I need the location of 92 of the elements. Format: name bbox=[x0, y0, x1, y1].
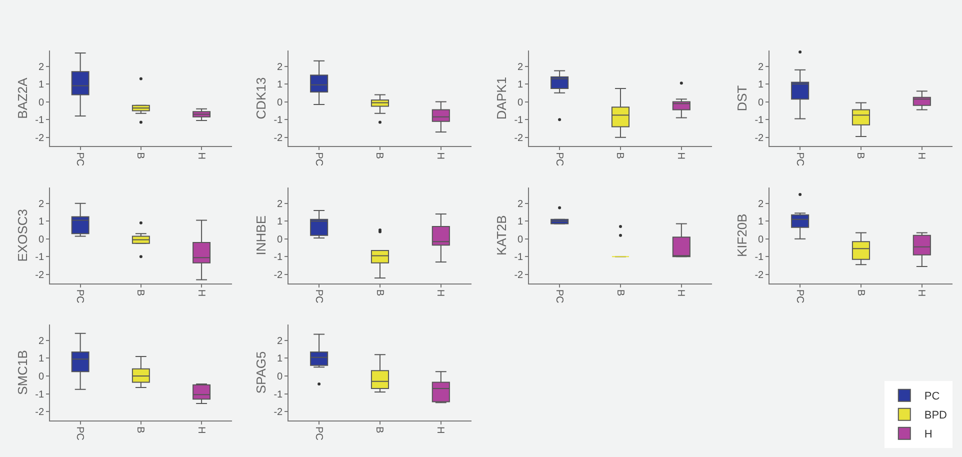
y-tick-label: 0 bbox=[277, 97, 284, 108]
x-tick-label: H bbox=[195, 289, 206, 297]
x-tick-label: B bbox=[854, 289, 866, 296]
y-tick-label: 2 bbox=[277, 198, 284, 210]
x-tick-label: PC bbox=[553, 289, 564, 304]
y-tick-label: 2 bbox=[758, 198, 764, 210]
y-tick-label: 0 bbox=[758, 234, 764, 246]
x-tick-label: H bbox=[916, 289, 927, 297]
y-tick-label: -1 bbox=[274, 252, 284, 264]
y-tick-label: 2 bbox=[38, 198, 44, 210]
y-tick-label: 1 bbox=[38, 216, 44, 228]
y-tick-label: 0 bbox=[518, 97, 524, 108]
y-axis-title: DAPK1 bbox=[494, 76, 510, 120]
x-tick-label: B bbox=[134, 289, 146, 296]
x-tick-label: PC bbox=[553, 152, 564, 166]
y-tick-label: 2 bbox=[38, 336, 44, 347]
y-tick-label: -1 bbox=[35, 389, 44, 400]
y-tick-label: -2 bbox=[754, 132, 764, 144]
y-tick-label: 2 bbox=[38, 62, 44, 73]
x-tick-label: B bbox=[374, 426, 385, 434]
y-axis-title: SMC1B bbox=[15, 350, 30, 395]
x-tick-label: B bbox=[854, 152, 866, 160]
y-tick-label: -2 bbox=[754, 270, 764, 281]
y-axis-title: SPAG5 bbox=[254, 351, 269, 394]
y-tick-label: -2 bbox=[274, 132, 284, 144]
x-tick-label: B bbox=[374, 289, 385, 296]
y-tick-label: -1 bbox=[514, 115, 524, 126]
y-tick-label: -1 bbox=[35, 115, 44, 126]
x-tick-label: H bbox=[675, 289, 686, 297]
x-tick-label: PC bbox=[312, 152, 324, 166]
y-tick-label: -2 bbox=[274, 270, 284, 281]
y-axis-title: KIF20B bbox=[734, 214, 750, 258]
y-tick-label: -1 bbox=[754, 115, 764, 126]
y-tick-label: 2 bbox=[758, 62, 764, 73]
x-tick-label: H bbox=[434, 152, 446, 160]
y-tick-label: 2 bbox=[518, 62, 524, 73]
y-tick-label: -2 bbox=[35, 407, 44, 418]
x-tick-label: B bbox=[614, 152, 626, 160]
y-tick-label: 0 bbox=[277, 372, 284, 383]
x-tick-label: H bbox=[195, 426, 206, 434]
y-tick-label: 1 bbox=[518, 80, 524, 91]
y-axis-title: KAT2B bbox=[494, 215, 510, 256]
x-tick-label: PC bbox=[74, 152, 86, 166]
y-tick-label: 2 bbox=[277, 336, 284, 347]
x-tick-label: PC bbox=[794, 152, 805, 166]
y-tick-label: 1 bbox=[277, 80, 284, 91]
y-tick-label: 1 bbox=[38, 80, 44, 91]
y-axis-title: INHBE bbox=[254, 215, 269, 256]
y-tick-label: 0 bbox=[758, 97, 764, 108]
y-tick-label: -1 bbox=[274, 389, 284, 400]
y-axis-title: BAZ2A bbox=[15, 77, 30, 119]
x-tick-label: H bbox=[434, 289, 446, 297]
y-tick-label: 1 bbox=[38, 354, 44, 365]
x-tick-label: B bbox=[374, 152, 385, 160]
x-tick-label: H bbox=[675, 152, 686, 160]
x-tick-label: H bbox=[195, 152, 206, 160]
x-tick-label: H bbox=[916, 152, 927, 160]
x-tick-label: PC bbox=[794, 289, 805, 304]
y-tick-label: -1 bbox=[514, 252, 524, 264]
y-tick-label: 0 bbox=[38, 372, 44, 383]
x-tick-label: PC bbox=[312, 289, 324, 304]
y-tick-label: 0 bbox=[277, 234, 284, 246]
y-tick-label: 1 bbox=[277, 216, 284, 228]
x-tick-label: PC bbox=[312, 426, 324, 440]
legend-label: PC bbox=[924, 390, 940, 403]
y-tick-label: -2 bbox=[514, 270, 524, 281]
y-tick-label: 0 bbox=[38, 234, 44, 246]
y-tick-label: 1 bbox=[758, 80, 764, 91]
y-tick-label: -1 bbox=[35, 252, 44, 264]
y-axis-title: CDK13 bbox=[254, 77, 269, 120]
y-tick-label: 0 bbox=[38, 97, 44, 108]
y-tick-label: 2 bbox=[277, 62, 284, 73]
y-tick-label: 0 bbox=[518, 234, 524, 246]
x-tick-label: H bbox=[434, 426, 446, 434]
y-tick-label: -1 bbox=[274, 115, 284, 126]
y-tick-label: -2 bbox=[274, 407, 284, 418]
x-tick-label: B bbox=[614, 289, 626, 296]
legend-label: BPD bbox=[924, 410, 948, 422]
x-tick-label: B bbox=[134, 152, 146, 160]
y-tick-label: 1 bbox=[758, 216, 764, 228]
y-tick-label: -2 bbox=[514, 132, 524, 144]
y-tick-label: 1 bbox=[518, 216, 524, 228]
y-tick-label: -2 bbox=[35, 132, 44, 144]
y-tick-label: -2 bbox=[35, 270, 44, 281]
x-tick-label: B bbox=[134, 426, 146, 434]
y-tick-label: 1 bbox=[277, 354, 284, 365]
y-axis-title: EXOSC3 bbox=[15, 208, 30, 262]
x-tick-label: PC bbox=[74, 426, 86, 440]
y-axis-title: DST bbox=[734, 85, 750, 112]
y-tick-label: -1 bbox=[754, 252, 764, 264]
y-tick-label: 2 bbox=[518, 198, 524, 210]
x-tick-label: PC bbox=[74, 289, 86, 304]
